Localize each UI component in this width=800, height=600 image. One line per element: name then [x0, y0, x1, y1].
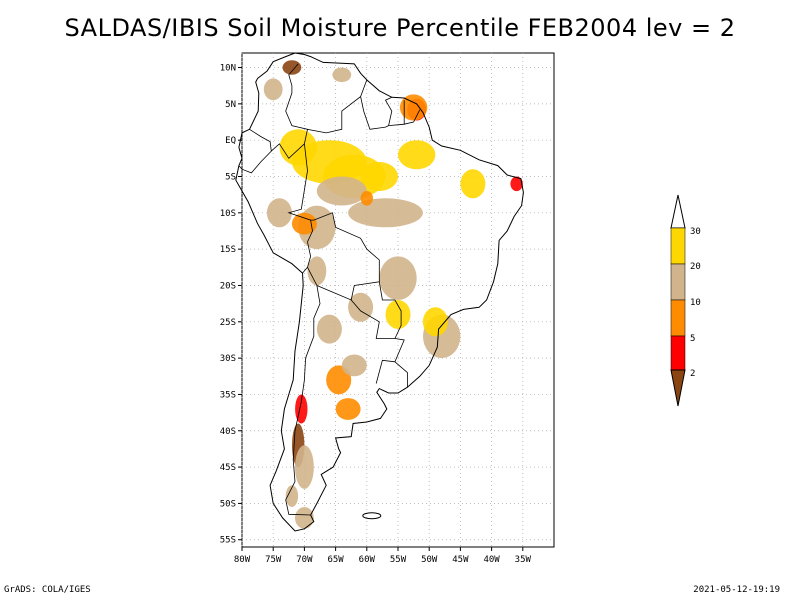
moisture-patch — [316, 314, 342, 344]
falkland-islands — [362, 512, 382, 520]
lat-tick-label: 15S — [220, 245, 236, 255]
moisture-patch — [326, 365, 352, 395]
legend-top-arrow — [670, 194, 686, 229]
lon-tick-label: 75W — [265, 555, 282, 565]
country-border — [394, 361, 408, 388]
lat-tick-label: 5N — [225, 100, 236, 110]
lat-tick-label: 30S — [220, 354, 236, 364]
legend-bottom-arrow — [670, 369, 686, 407]
footer-credit: GrADS: COLA/IGES — [4, 585, 91, 595]
moisture-patch — [282, 60, 302, 75]
legend-break-label: 2 — [690, 369, 695, 379]
lat-tick-label: 25S — [220, 318, 236, 328]
country-border — [238, 128, 272, 174]
lon-tick-label: 50W — [421, 555, 438, 565]
lat-tick-label: 55S — [220, 536, 236, 546]
lat-tick-label: EQ — [225, 136, 236, 146]
moisture-patch — [335, 398, 361, 420]
lon-tick-label: 65W — [327, 555, 344, 565]
moisture-patch — [263, 78, 283, 101]
moisture-patch — [385, 300, 411, 329]
country-border — [360, 96, 389, 130]
moisture-patch — [285, 485, 299, 507]
lon-tick-label: 70W — [296, 555, 313, 565]
country-border — [285, 79, 368, 516]
color-legend: 2 5 10 20 30 — [670, 194, 701, 407]
longitude-labels: 80W 75W 70W 65W 60W 55W 50W 45W 40W 35W — [234, 555, 532, 565]
country-border — [302, 267, 308, 274]
footer-timestamp: 2021-05-12-19:19 — [693, 585, 780, 595]
coastlines — [235, 52, 524, 532]
moisture-patch — [398, 140, 436, 170]
lat-tick-label: 45S — [220, 463, 236, 473]
map-title: SALDAS/IBIS Soil Moisture Percentile FEB… — [64, 14, 736, 42]
legend-segment — [670, 299, 686, 337]
lat-tick-label: 50S — [220, 499, 236, 509]
country-border — [375, 338, 405, 384]
moisture-patch — [510, 176, 523, 192]
lat-tick-label: 5S — [225, 173, 236, 183]
country-border — [404, 109, 421, 125]
moisture-patch — [348, 198, 423, 228]
lon-tick-label: 35W — [515, 555, 532, 565]
lat-tick-label: 10S — [220, 209, 236, 219]
moisture-patch — [279, 129, 317, 166]
latitude-labels: 10N 5N EQ 5S 10S 15S 20S 25S 30S 35S 40S 45S 50S 55S — [220, 64, 236, 546]
moisture-patch — [295, 445, 314, 489]
legend-break-label: 30 — [690, 227, 701, 237]
lat-tick-label: 10N — [220, 64, 236, 74]
country-border — [310, 212, 380, 301]
moisture-patch — [422, 307, 448, 337]
legend-break-label: 10 — [690, 298, 701, 308]
moisture-patch — [360, 191, 373, 206]
moisture-patch — [399, 94, 428, 121]
country-border — [350, 281, 402, 339]
moisture-patch — [295, 507, 314, 529]
lon-tick-label: 80W — [234, 555, 251, 565]
lon-tick-label: 45W — [452, 555, 469, 565]
moisture-patch — [291, 212, 317, 235]
moisture-patch — [266, 198, 292, 228]
legend-break-label: 20 — [690, 262, 701, 272]
country-border — [384, 96, 393, 126]
moisture-patch — [360, 162, 398, 191]
moisture-patch — [460, 169, 486, 199]
moisture-patch — [379, 256, 417, 301]
moisture-patch — [316, 176, 367, 206]
lat-tick-label: 20S — [220, 281, 236, 291]
lon-tick-label: 40W — [483, 555, 500, 565]
moisture-patch — [332, 67, 352, 83]
moisture-patch — [341, 354, 367, 377]
lat-tick-label: 40S — [220, 427, 236, 437]
legend-segment — [670, 263, 686, 301]
legend-segment — [670, 227, 686, 265]
legend-segment — [670, 335, 686, 371]
lat-tick-label: 35S — [220, 390, 236, 400]
moisture-patch — [307, 256, 327, 286]
south-america-coastline — [235, 52, 524, 532]
lon-tick-label: 55W — [390, 555, 407, 565]
moisture-patch — [295, 394, 308, 424]
country-border — [271, 143, 305, 159]
lon-tick-label: 60W — [359, 555, 376, 565]
legend-break-label: 5 — [690, 334, 695, 344]
country-border — [285, 63, 308, 130]
